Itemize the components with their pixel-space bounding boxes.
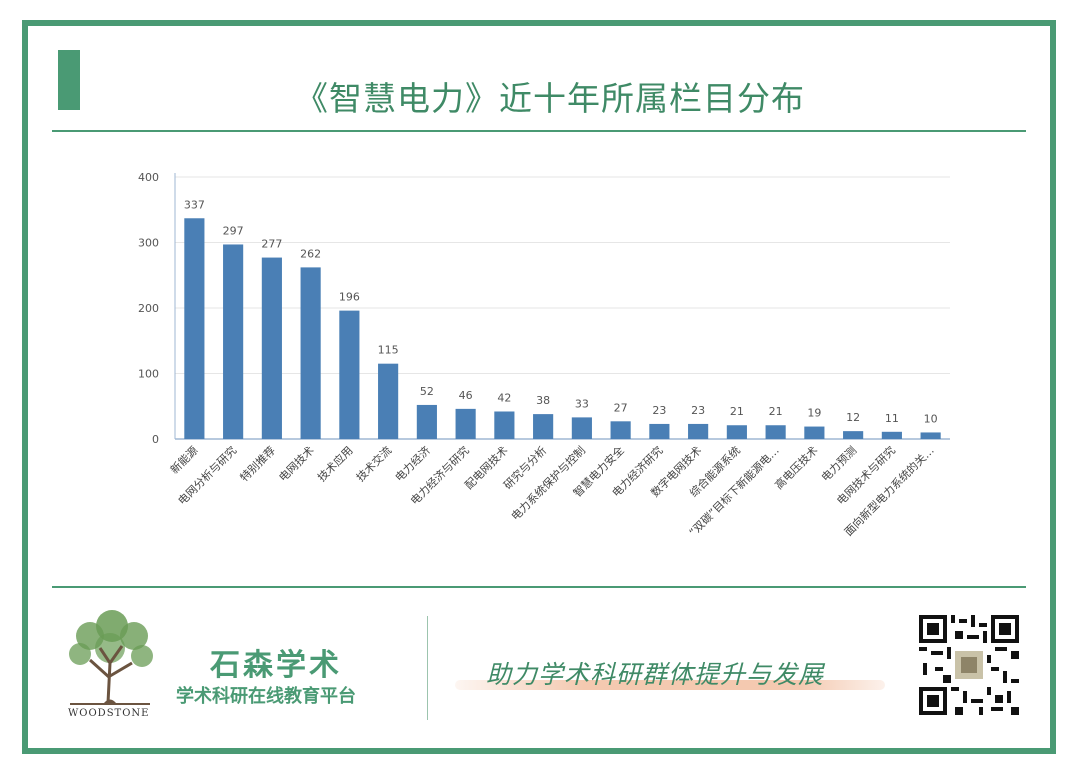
data-label: 277 xyxy=(261,238,282,251)
data-label: 196 xyxy=(339,291,360,304)
x-tick-label: 新能源 xyxy=(167,443,200,476)
brand-name: 石森学术 xyxy=(210,648,342,683)
data-label: 337 xyxy=(184,198,205,211)
bar xyxy=(571,417,592,439)
bar xyxy=(223,244,244,439)
x-tick-label: 电力经济 xyxy=(392,443,433,484)
bar xyxy=(843,431,864,439)
bar xyxy=(494,411,515,439)
bar xyxy=(261,257,282,439)
bar xyxy=(765,425,786,439)
data-label: 38 xyxy=(536,394,550,407)
title-divider xyxy=(52,130,1026,132)
page-title: 《智慧电力》近十年所属栏目分布 xyxy=(295,79,805,118)
y-tick-label: 0 xyxy=(152,433,159,446)
bar xyxy=(455,408,476,439)
data-label: 23 xyxy=(652,404,666,417)
bar xyxy=(300,267,321,439)
x-tick-label: 技术交流 xyxy=(353,443,394,484)
data-label: 42 xyxy=(497,391,511,404)
data-label: 33 xyxy=(575,397,589,410)
x-tick-label: 电力系统保护与控制 xyxy=(508,443,588,523)
data-label: 12 xyxy=(846,411,860,424)
y-tick-label: 400 xyxy=(138,171,159,184)
bar-chart: 0100200300400337新能源297电网分析与研究277特别推荐262电… xyxy=(138,171,950,539)
bar xyxy=(649,423,670,439)
bar xyxy=(416,404,437,439)
bar xyxy=(533,414,554,439)
data-label: 19 xyxy=(807,407,821,420)
data-label: 262 xyxy=(300,247,321,260)
woodstone-tree-logo-icon xyxy=(69,610,153,705)
bar xyxy=(688,423,709,439)
data-label: 46 xyxy=(459,389,473,402)
data-label: 21 xyxy=(730,405,744,418)
y-tick-label: 300 xyxy=(138,237,159,250)
bar xyxy=(610,421,631,439)
bar xyxy=(920,432,941,439)
qr-code-icon[interactable] xyxy=(919,615,1019,715)
x-tick-label: 技术应用 xyxy=(314,443,355,484)
data-label: 52 xyxy=(420,385,434,398)
bar xyxy=(378,363,399,439)
bar xyxy=(339,310,360,439)
data-label: 21 xyxy=(769,405,783,418)
footer-divider xyxy=(52,586,1026,588)
y-tick-label: 200 xyxy=(138,302,159,315)
title-accent-block xyxy=(58,50,80,110)
data-label: 11 xyxy=(885,412,899,425)
footer-vertical-divider xyxy=(427,616,428,720)
bar xyxy=(726,425,747,439)
slogan-text: 助力学术科研群体提升与发展 xyxy=(486,660,825,689)
data-label: 297 xyxy=(223,224,244,237)
x-tick-label: 电网技术 xyxy=(276,444,316,484)
y-tick-label: 100 xyxy=(138,368,159,381)
bar xyxy=(881,431,902,439)
data-label: 27 xyxy=(614,401,628,414)
data-label: 23 xyxy=(691,404,705,417)
bar xyxy=(804,426,825,439)
logo-wordmark: WOODSTONE xyxy=(68,708,150,719)
page-frame xyxy=(22,20,1056,754)
slogan-underline xyxy=(455,680,885,690)
data-label: 115 xyxy=(378,344,399,357)
brand-subtitle: 学术科研在线教育平台 xyxy=(176,686,356,707)
bar xyxy=(184,218,205,439)
x-tick-label: 特别推荐 xyxy=(237,443,278,484)
data-label: 10 xyxy=(924,412,938,425)
